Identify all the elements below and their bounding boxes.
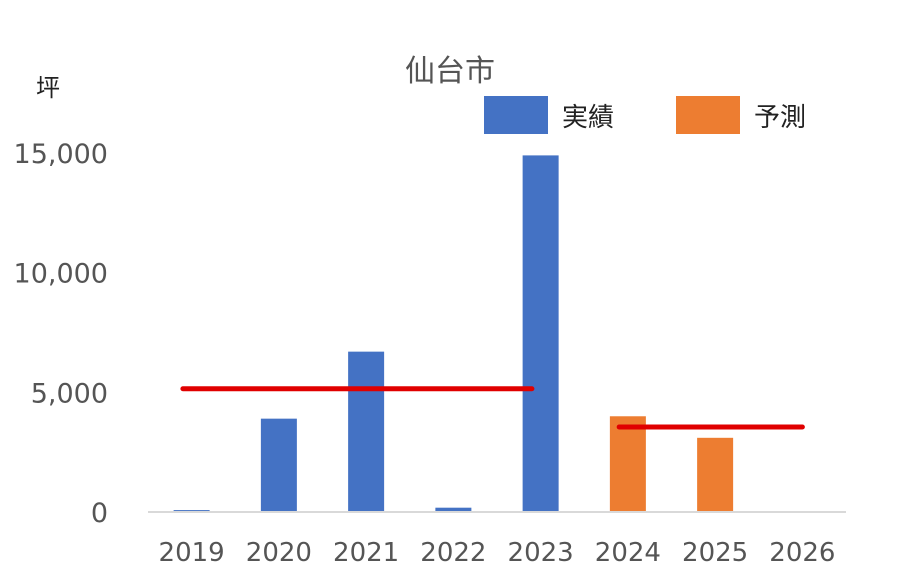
legend-swatch-actual	[484, 96, 548, 134]
y-tick-label: 15,000	[14, 139, 108, 170]
bar-2024	[609, 416, 646, 512]
x-tick-label-2019: 2019	[159, 538, 225, 568]
bar-2020	[260, 418, 297, 512]
bar-2021	[348, 351, 385, 512]
x-tick-label-2025: 2025	[682, 538, 748, 568]
x-tick-label-2022: 2022	[420, 538, 486, 568]
x-tick-label-2020: 2020	[246, 538, 312, 568]
x-tick-label-2026: 2026	[769, 538, 835, 568]
x-tick-label-2023: 2023	[508, 538, 574, 568]
legend-label-forecast: 予測	[754, 102, 807, 133]
y-axis-unit-label: 坪	[36, 74, 60, 102]
bar-2022	[435, 507, 472, 512]
y-tick-label: 10,000	[14, 259, 108, 290]
x-tick-label-2024: 2024	[595, 538, 661, 568]
legend-swatch-forecast	[676, 96, 740, 134]
legend-item-forecast: 予測	[676, 96, 806, 134]
legend-item-actual: 実績	[484, 96, 614, 134]
bar-2023	[522, 155, 559, 513]
chart-title: 仙台市	[405, 54, 495, 89]
y-tick-label: 0	[91, 498, 108, 529]
legend-label-actual: 実績	[562, 102, 615, 133]
bar-2025	[697, 437, 734, 512]
y-tick-label: 5,000	[31, 378, 108, 409]
x-tick-label-2021: 2021	[333, 538, 399, 568]
